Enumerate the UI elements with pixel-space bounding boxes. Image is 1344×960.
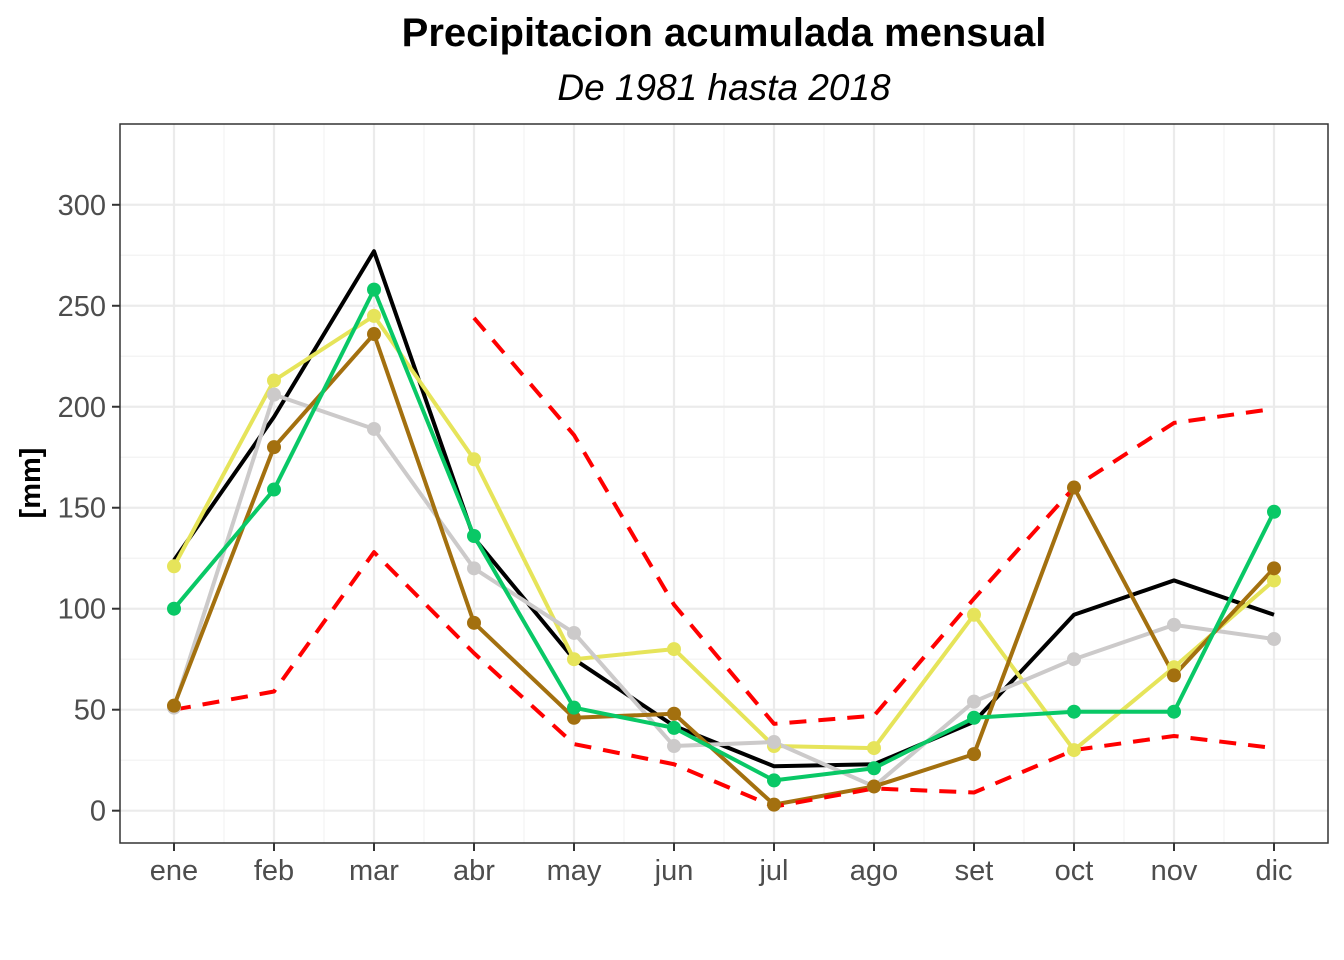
series-line-4 — [172, 332, 1276, 807]
series-point-4 — [1167, 668, 1181, 683]
series-point-4 — [867, 779, 881, 794]
series-point-5 — [267, 482, 281, 497]
series-point-5 — [967, 710, 981, 725]
series-point-4 — [467, 615, 481, 630]
x-tick-label: set — [955, 855, 994, 887]
series-point-5 — [167, 601, 181, 616]
y-tick-label: 100 — [58, 594, 106, 626]
series-point-2 — [667, 642, 681, 657]
series-point-4 — [267, 440, 281, 455]
series-point-3 — [367, 421, 381, 436]
series-point-5 — [1267, 504, 1281, 519]
y-tick-label: 200 — [58, 392, 106, 424]
x-tick-label: ene — [150, 855, 198, 887]
series-point-5 — [1167, 704, 1181, 719]
x-tick-label: oct — [1055, 855, 1094, 887]
series-point-3 — [567, 625, 581, 640]
series-point-5 — [1067, 704, 1081, 719]
series-point-4 — [1267, 561, 1281, 576]
series-point-4 — [667, 706, 681, 721]
series-point-5 — [767, 773, 781, 788]
series-point-2 — [967, 607, 981, 622]
series-line-1 — [172, 249, 1275, 769]
series-point-3 — [1067, 652, 1081, 667]
series-line-3 — [172, 392, 1275, 789]
x-tick-label: jul — [758, 855, 788, 887]
x-tick-label: mar — [349, 855, 399, 887]
series-point-4 — [567, 710, 581, 725]
plot-frame — [119, 123, 1329, 844]
series-point-3 — [267, 387, 281, 402]
chart-subtitle: De 1981 hasta 2018 — [557, 67, 891, 108]
points-layer — [167, 282, 1281, 812]
series-point-5 — [567, 700, 581, 715]
series-point-3 — [1267, 632, 1281, 647]
y-tick-label: 300 — [58, 190, 106, 222]
series-line-7 — [173, 550, 1275, 809]
series-point-5 — [467, 529, 481, 544]
series-point-3 — [467, 561, 481, 576]
y-tick-label: 0 — [90, 796, 106, 828]
y-axis-title: [mm] — [15, 448, 47, 519]
y-tick-label: 50 — [74, 695, 106, 727]
series-point-3 — [967, 694, 981, 709]
series-point-5 — [667, 720, 681, 735]
series-line-6 — [472, 316, 1275, 726]
series-point-3 — [1167, 617, 1181, 632]
series-point-4 — [1067, 480, 1081, 495]
series-point-2 — [367, 308, 381, 323]
series-point-3 — [667, 739, 681, 754]
series-point-3 — [767, 735, 781, 750]
y-axis: 0 50 100 150 200 250 300 — [58, 190, 120, 828]
series-point-2 — [267, 373, 281, 388]
x-tick-label: dic — [1255, 855, 1292, 887]
series-layer — [172, 249, 1276, 809]
x-tick-label: may — [547, 855, 602, 887]
series-point-2 — [1067, 743, 1081, 758]
grid-lines — [120, 124, 1328, 843]
x-tick-label: abr — [453, 855, 495, 887]
series-point-4 — [967, 747, 981, 762]
series-point-4 — [167, 698, 181, 713]
x-axis: ene feb mar abr may jun jul ago set oct nov dic — [150, 843, 1293, 887]
y-tick-label: 250 — [58, 291, 106, 323]
series-line-5 — [172, 287, 1276, 783]
plot-border — [119, 123, 1329, 844]
series-point-2 — [167, 559, 181, 574]
x-tick-label: ago — [850, 855, 898, 887]
x-tick-label: nov — [1151, 855, 1198, 887]
x-tick-label: feb — [254, 855, 294, 887]
series-point-2 — [1267, 573, 1281, 588]
series-point-2 — [467, 452, 481, 467]
x-tick-label: jun — [654, 855, 694, 887]
chart-title: Precipitacion acumulada mensual — [402, 11, 1047, 55]
series-point-2 — [867, 741, 881, 756]
series-point-2 — [567, 652, 581, 667]
series-point-5 — [867, 761, 881, 776]
series-point-4 — [367, 327, 381, 342]
series-point-4 — [767, 797, 781, 812]
y-tick-label: 150 — [58, 493, 106, 525]
series-point-5 — [367, 282, 381, 297]
